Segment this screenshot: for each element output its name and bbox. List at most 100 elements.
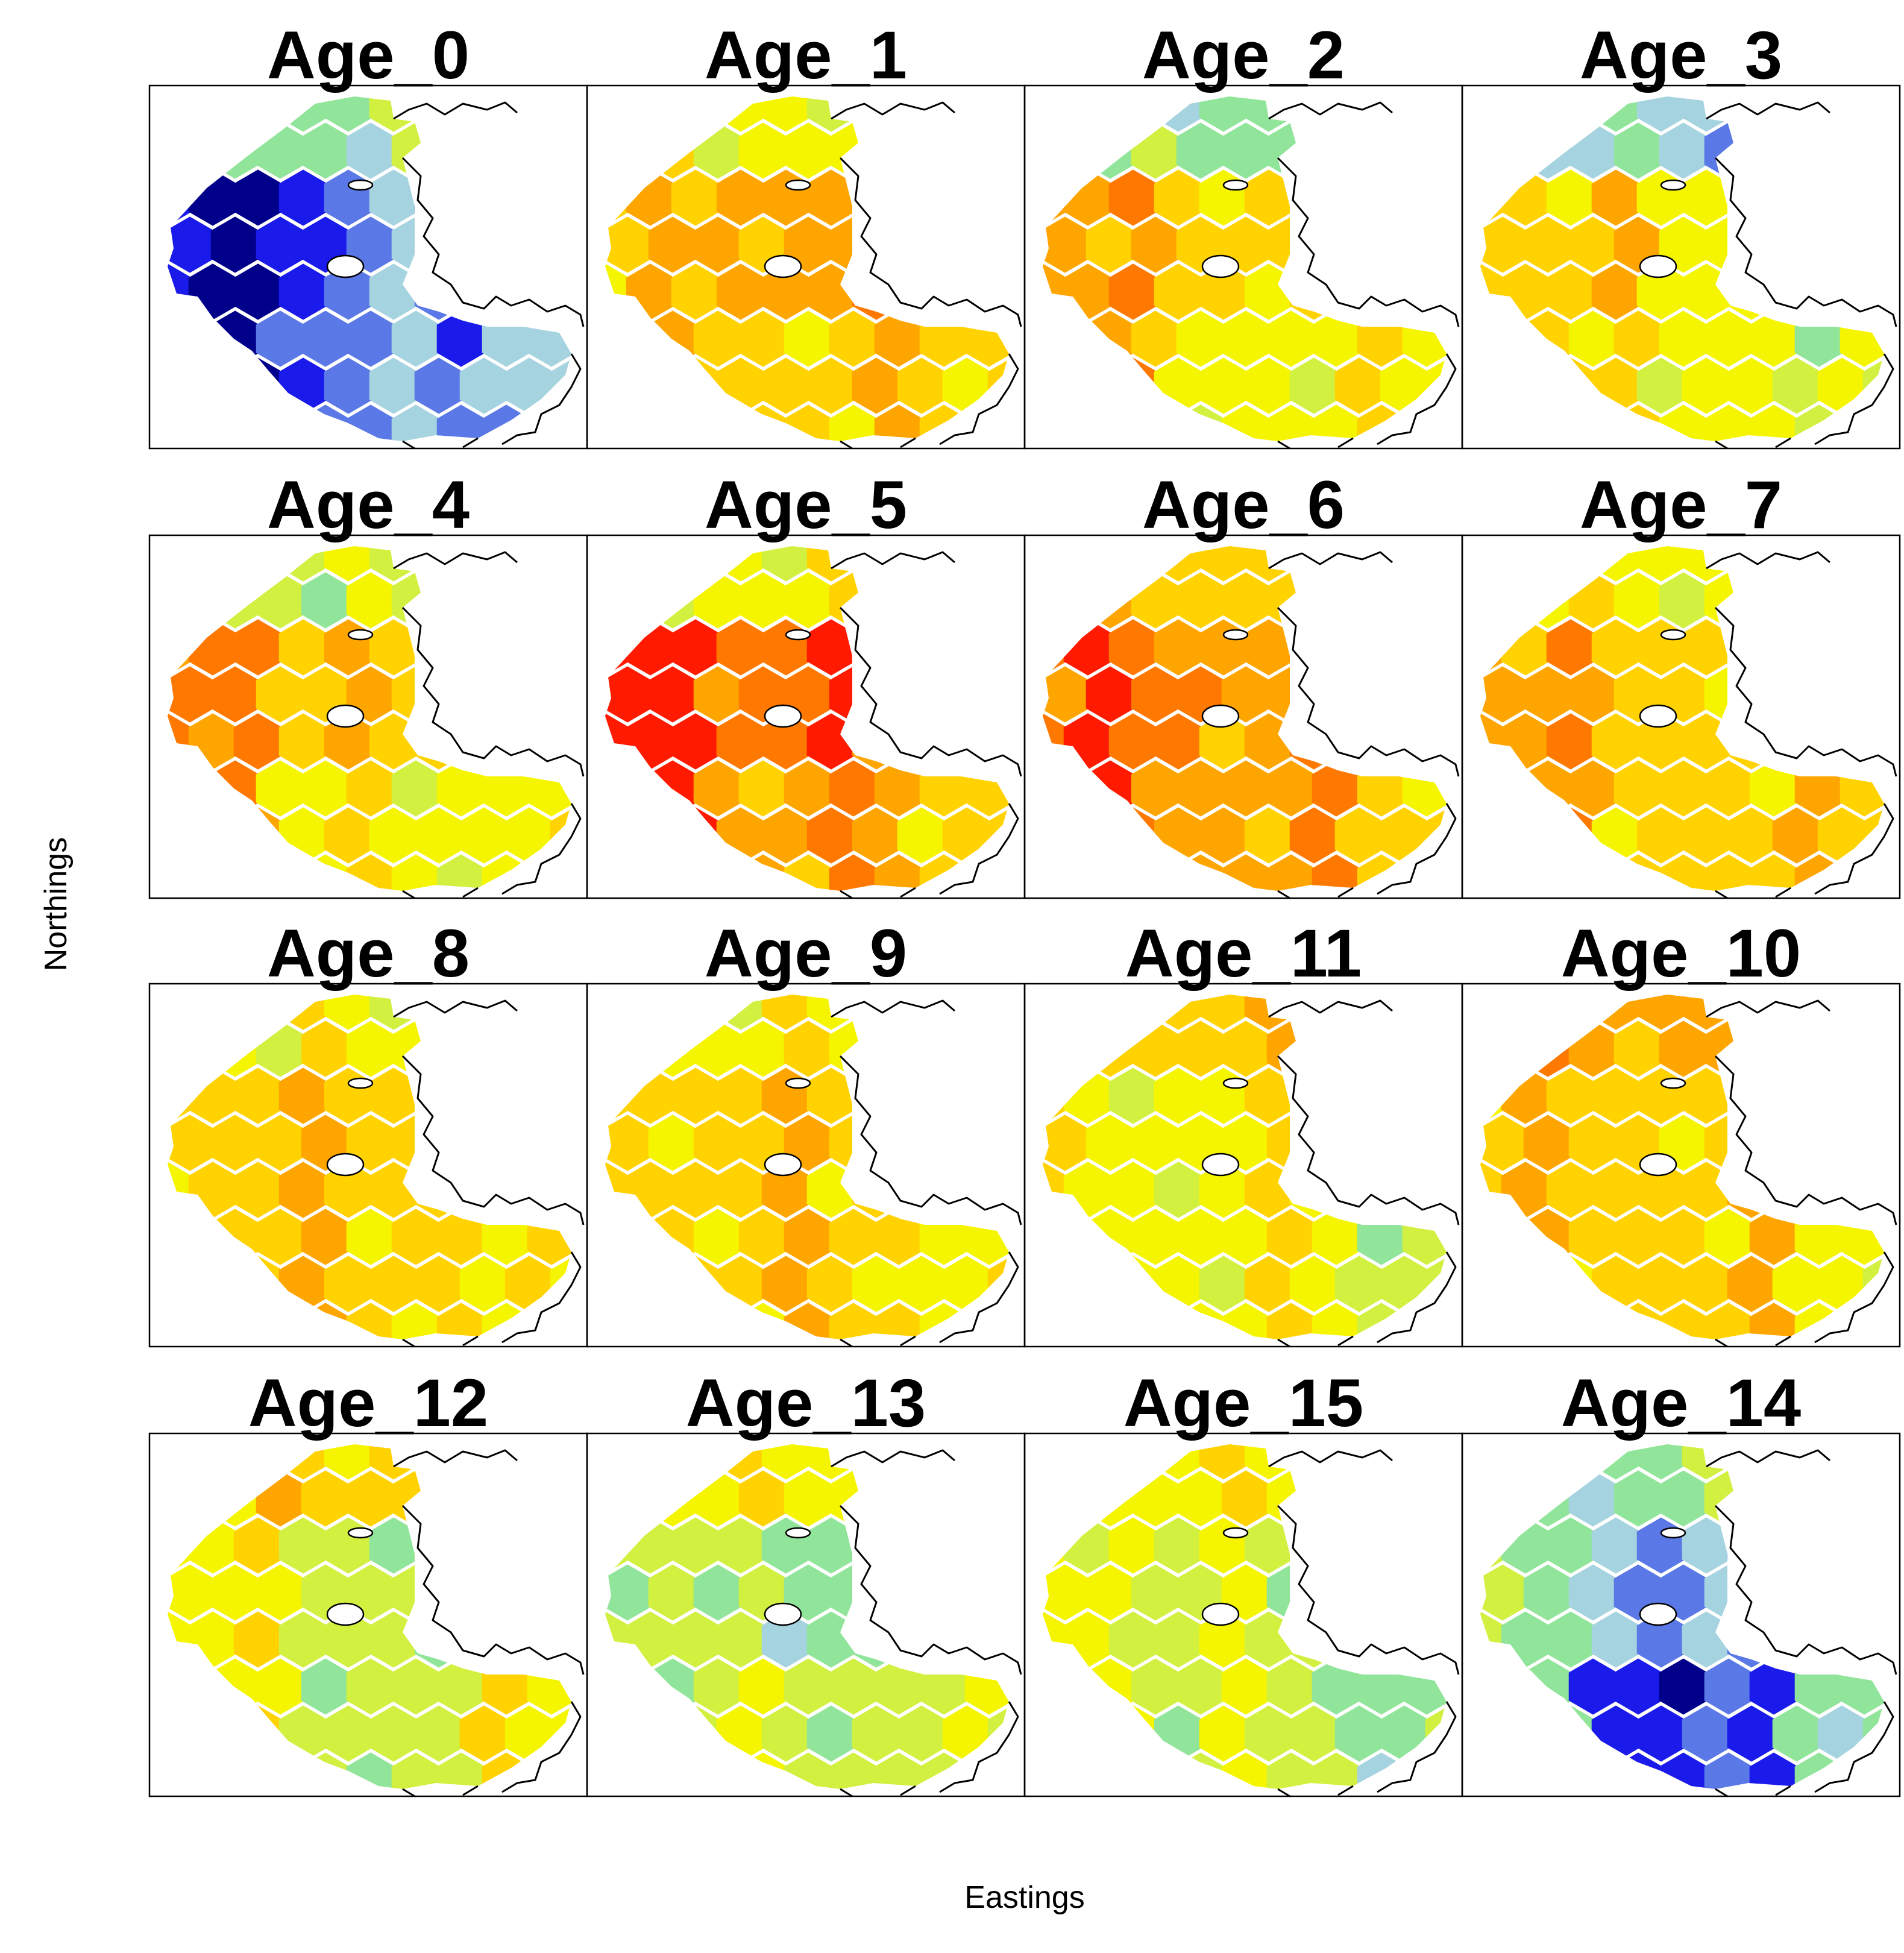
- voronoi-cell: [1456, 1706, 1504, 1761]
- voronoi-cell: [1682, 1162, 1730, 1218]
- voronoi-cell: [739, 1659, 787, 1714]
- voronoi-cell: [482, 1753, 530, 1808]
- voronoi-cell: [1010, 761, 1058, 816]
- voronoi-cell: [1019, 264, 1067, 319]
- voronoi-cell: [1177, 573, 1225, 628]
- voronoi-cell: [829, 1753, 878, 1808]
- voronoi-cell: [649, 667, 697, 722]
- cell-layer: [1019, 974, 1496, 1359]
- voronoi-cell: [392, 667, 440, 722]
- voronoi-cell: [211, 855, 259, 910]
- voronoi-cell: [256, 855, 304, 910]
- voronoi-cell: [189, 76, 237, 131]
- voronoi-cell: [1109, 358, 1157, 414]
- voronoi-cell: [1727, 1068, 1776, 1124]
- voronoi-cell: [392, 855, 440, 910]
- voronoi-cell: [1380, 974, 1428, 1030]
- voronoi-cell: [581, 714, 629, 769]
- voronoi-cell: [671, 264, 720, 319]
- island: [327, 256, 363, 277]
- voronoi-cell: [279, 620, 327, 675]
- voronoi-cell: [279, 264, 327, 319]
- voronoi-cell: [603, 1659, 652, 1714]
- voronoi-cell: [550, 974, 599, 1030]
- voronoi-cell: [482, 405, 530, 461]
- voronoi-cell: [1154, 1256, 1202, 1312]
- voronoi-cell: [603, 667, 652, 722]
- voronoi-cell: [211, 311, 259, 366]
- voronoi-cell: [875, 1565, 923, 1620]
- voronoi-cell: [189, 1612, 237, 1667]
- voronoi-cell: [581, 1256, 629, 1312]
- voronoi-cell: [1773, 1162, 1821, 1218]
- voronoi-cell: [1863, 808, 1904, 863]
- voronoi-cell: [784, 1209, 832, 1265]
- voronoi-cell: [626, 1162, 674, 1218]
- voronoi-cell: [256, 405, 304, 461]
- voronoi-cell: [1199, 1256, 1248, 1312]
- voronoi-cell: [527, 1565, 576, 1620]
- cell-layer: [1456, 974, 1904, 1359]
- voronoi-cell: [626, 1612, 674, 1667]
- voronoi-cell: [1704, 1753, 1753, 1808]
- voronoi-cell: [1569, 667, 1617, 722]
- voronoi-cell: [1312, 1753, 1360, 1808]
- voronoi-cell: [392, 1753, 440, 1808]
- voronoi-cell: [807, 1256, 855, 1312]
- voronoi-cell: [671, 714, 720, 769]
- voronoi-cell: [717, 1068, 765, 1124]
- voronoi-cell: [437, 1565, 485, 1620]
- voronoi-cell: [189, 1424, 237, 1479]
- voronoi-cell: [1547, 1256, 1595, 1312]
- voronoi-cell: [1795, 1115, 1843, 1171]
- voronoi-cell: [1041, 761, 1089, 816]
- voronoi-cell: [1380, 1256, 1428, 1312]
- voronoi-cell: [211, 667, 259, 722]
- voronoi-cell: [784, 1471, 832, 1526]
- voronoi-cell: [143, 714, 192, 769]
- voronoi-cell: [626, 264, 674, 319]
- voronoi-cell: [1448, 311, 1496, 366]
- voronoi-cell: [1569, 1753, 1617, 1808]
- voronoi-cell: [965, 573, 1013, 628]
- voronoi-cell: [1614, 1753, 1662, 1808]
- voronoi-cell: [1312, 1303, 1360, 1359]
- voronoi-cell: [1592, 1518, 1640, 1573]
- voronoi-cell: [943, 76, 991, 131]
- voronoi-cell: [1109, 1256, 1157, 1312]
- voronoi-cell: [1614, 311, 1662, 366]
- voronoi-cell: [527, 573, 576, 628]
- voronoi-cell: [482, 1659, 530, 1714]
- voronoi-cell: [279, 714, 327, 769]
- voronoi-cell: [1448, 1471, 1496, 1526]
- voronoi-cell: [1064, 620, 1112, 675]
- voronoi-cell: [965, 1115, 1013, 1171]
- voronoi-cell: [920, 1471, 968, 1526]
- voronoi-cell: [1380, 1424, 1428, 1479]
- voronoi-cell: [1569, 217, 1617, 272]
- voronoi-cell: [943, 808, 991, 863]
- voronoi-cell: [1177, 855, 1225, 910]
- voronoi-cell: [1637, 1518, 1685, 1573]
- voronoi-cell: [1086, 1471, 1134, 1526]
- voronoi-cell: [1773, 264, 1821, 319]
- voronoi-cell: [1795, 1209, 1843, 1265]
- voronoi-cell: [649, 1753, 697, 1808]
- voronoi-cell: [626, 1256, 674, 1312]
- voronoi-cell: [1019, 620, 1067, 675]
- voronoi-cell: [1154, 808, 1202, 863]
- voronoi-cell: [166, 311, 214, 366]
- voronoi-cell: [1840, 1115, 1888, 1171]
- voronoi-cell: [1335, 264, 1383, 319]
- voronoi-cell: [694, 1115, 742, 1171]
- voronoi-cell: [1109, 1068, 1157, 1124]
- voronoi-cell: [1086, 405, 1134, 461]
- voronoi-cell: [988, 974, 1036, 1030]
- voronoi-cell: [369, 714, 418, 769]
- voronoi-cell: [1863, 358, 1904, 414]
- voronoi-cell: [1290, 620, 1338, 675]
- voronoi-cell: [829, 761, 878, 816]
- voronoi-cell: [1403, 1115, 1451, 1171]
- voronoi-cell: [1592, 170, 1640, 225]
- voronoi-cell: [1086, 1753, 1134, 1808]
